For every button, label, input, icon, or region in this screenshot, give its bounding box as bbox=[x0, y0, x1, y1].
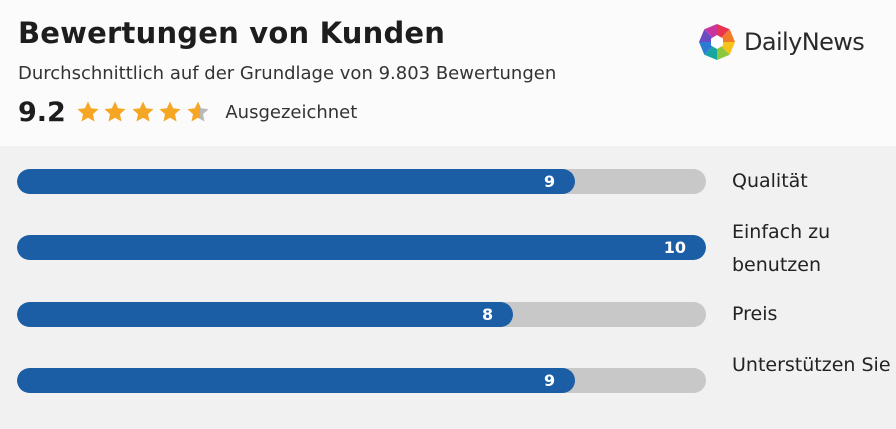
rating-bar-fill: 9 bbox=[17, 169, 576, 194]
rating-bar-value: 10 bbox=[663, 238, 686, 257]
page-title: Bewertungen von Kunden bbox=[18, 16, 446, 50]
rating-bar-value: 8 bbox=[481, 305, 494, 324]
review-count-subtitle: Durchschnittlich auf der Grundlage von 9… bbox=[18, 63, 557, 84]
rating-bar-value: 9 bbox=[543, 172, 556, 191]
rating-header: Bewertungen von Kunden Durchschnittlich … bbox=[0, 0, 896, 146]
overall-score: 9.2 bbox=[18, 96, 66, 128]
star-icon bbox=[132, 101, 154, 122]
rating-bar-value: 9 bbox=[543, 371, 556, 390]
rating-bar-track: 9 bbox=[17, 368, 706, 393]
rating-bar-track: 8 bbox=[17, 302, 706, 327]
star-icon bbox=[187, 101, 209, 122]
star-icon bbox=[159, 101, 181, 122]
rating-bar-label: Unterstützen Sie bbox=[732, 354, 891, 376]
dailynews-logo[interactable]: DailyNews bbox=[697, 21, 865, 63]
rating-verdict: Ausgezeichnet bbox=[225, 101, 358, 123]
aperture-logo-icon bbox=[699, 24, 735, 60]
rating-bar-label: Einfach zu benutzen bbox=[732, 221, 831, 276]
star-rating bbox=[76, 100, 214, 124]
brand-name: DailyNews bbox=[744, 28, 865, 56]
rating-bar-fill: 10 bbox=[17, 235, 706, 260]
rating-bar-label: Qualität bbox=[732, 170, 808, 192]
rating-bar-label: Preis bbox=[732, 303, 778, 325]
star-icon bbox=[104, 101, 126, 122]
score-row: 9.2 Ausgezeichnet bbox=[18, 94, 357, 130]
rating-bar-track: 10 bbox=[17, 235, 706, 260]
rating-bar-track: 9 bbox=[17, 169, 706, 194]
rating-bar-fill: 8 bbox=[17, 302, 514, 327]
rating-bar-fill: 9 bbox=[17, 368, 576, 393]
star-icon bbox=[77, 101, 99, 122]
